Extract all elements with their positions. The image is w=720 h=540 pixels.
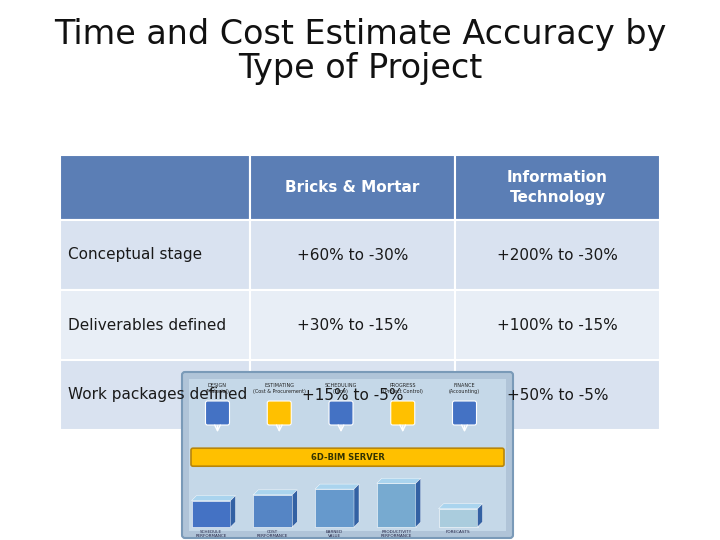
Text: +200% to -30%: +200% to -30% [497, 247, 618, 262]
Bar [250, 360, 455, 430]
Text: +60% to -30%: +60% to -30% [297, 247, 408, 262]
Polygon shape [253, 490, 297, 495]
Text: +15% to -5%: +15% to -5% [302, 388, 403, 402]
Text: Information
Technology: Information Technology [507, 170, 608, 205]
FancyBboxPatch shape [182, 372, 513, 538]
Bar [455, 290, 660, 360]
Text: SCHEDULING
(Time): SCHEDULING (Time) [325, 383, 357, 394]
Bar [438, 509, 477, 527]
Text: FINANCE
(Accounting): FINANCE (Accounting) [449, 383, 480, 394]
Polygon shape [477, 504, 482, 527]
Bar [60, 220, 250, 290]
Text: 6D-BIM SERVER: 6D-BIM SERVER [310, 453, 384, 462]
Polygon shape [315, 484, 359, 489]
Polygon shape [415, 478, 420, 527]
Polygon shape [438, 504, 482, 509]
Text: +30% to -15%: +30% to -15% [297, 318, 408, 333]
Bar [250, 220, 455, 290]
Bar [192, 501, 230, 527]
Bar [315, 489, 354, 527]
Polygon shape [192, 496, 235, 501]
Bar [455, 220, 660, 290]
Polygon shape [354, 484, 359, 527]
Text: Deliverables defined: Deliverables defined [68, 318, 226, 333]
Text: Type of Project: Type of Project [238, 52, 482, 85]
Bar [455, 155, 660, 220]
Text: SCHEDULE
PERFORMANCE: SCHEDULE PERFORMANCE [195, 530, 227, 538]
Bar [60, 155, 250, 220]
Bar [60, 290, 250, 360]
Text: COST
PERFORMANCE: COST PERFORMANCE [257, 530, 289, 538]
Text: +50% to -5%: +50% to -5% [507, 388, 608, 402]
Text: FORECASTS: FORECASTS [446, 530, 470, 534]
Bar [60, 360, 250, 430]
Text: ESTIMATING
(Cost & Procurement): ESTIMATING (Cost & Procurement) [253, 383, 306, 394]
Text: PRODUCTIVITY
PERFORMANCE: PRODUCTIVITY PERFORMANCE [381, 530, 412, 538]
Text: DESIGN
(Material): DESIGN (Material) [206, 383, 230, 394]
Text: EARNED
VALUE: EARNED VALUE [326, 530, 343, 538]
Text: Time and Cost Estimate Accuracy by: Time and Cost Estimate Accuracy by [54, 18, 666, 51]
Text: Work packages defined: Work packages defined [68, 388, 247, 402]
Bar [377, 483, 415, 527]
FancyBboxPatch shape [267, 401, 292, 425]
FancyBboxPatch shape [191, 448, 504, 466]
Text: +100% to -15%: +100% to -15% [497, 318, 618, 333]
Polygon shape [292, 490, 297, 527]
FancyBboxPatch shape [452, 401, 477, 425]
FancyBboxPatch shape [329, 401, 353, 425]
Polygon shape [230, 496, 235, 527]
FancyBboxPatch shape [391, 401, 415, 425]
Bar [253, 495, 292, 527]
Bar [189, 379, 506, 531]
Bar [250, 290, 455, 360]
Text: PROGRESS
(Project Control): PROGRESS (Project Control) [383, 383, 423, 394]
Bar [250, 155, 455, 220]
FancyBboxPatch shape [205, 401, 230, 425]
Text: Conceptual stage: Conceptual stage [68, 247, 202, 262]
Polygon shape [377, 478, 420, 483]
Text: Bricks & Mortar: Bricks & Mortar [285, 180, 420, 195]
Bar [455, 360, 660, 430]
